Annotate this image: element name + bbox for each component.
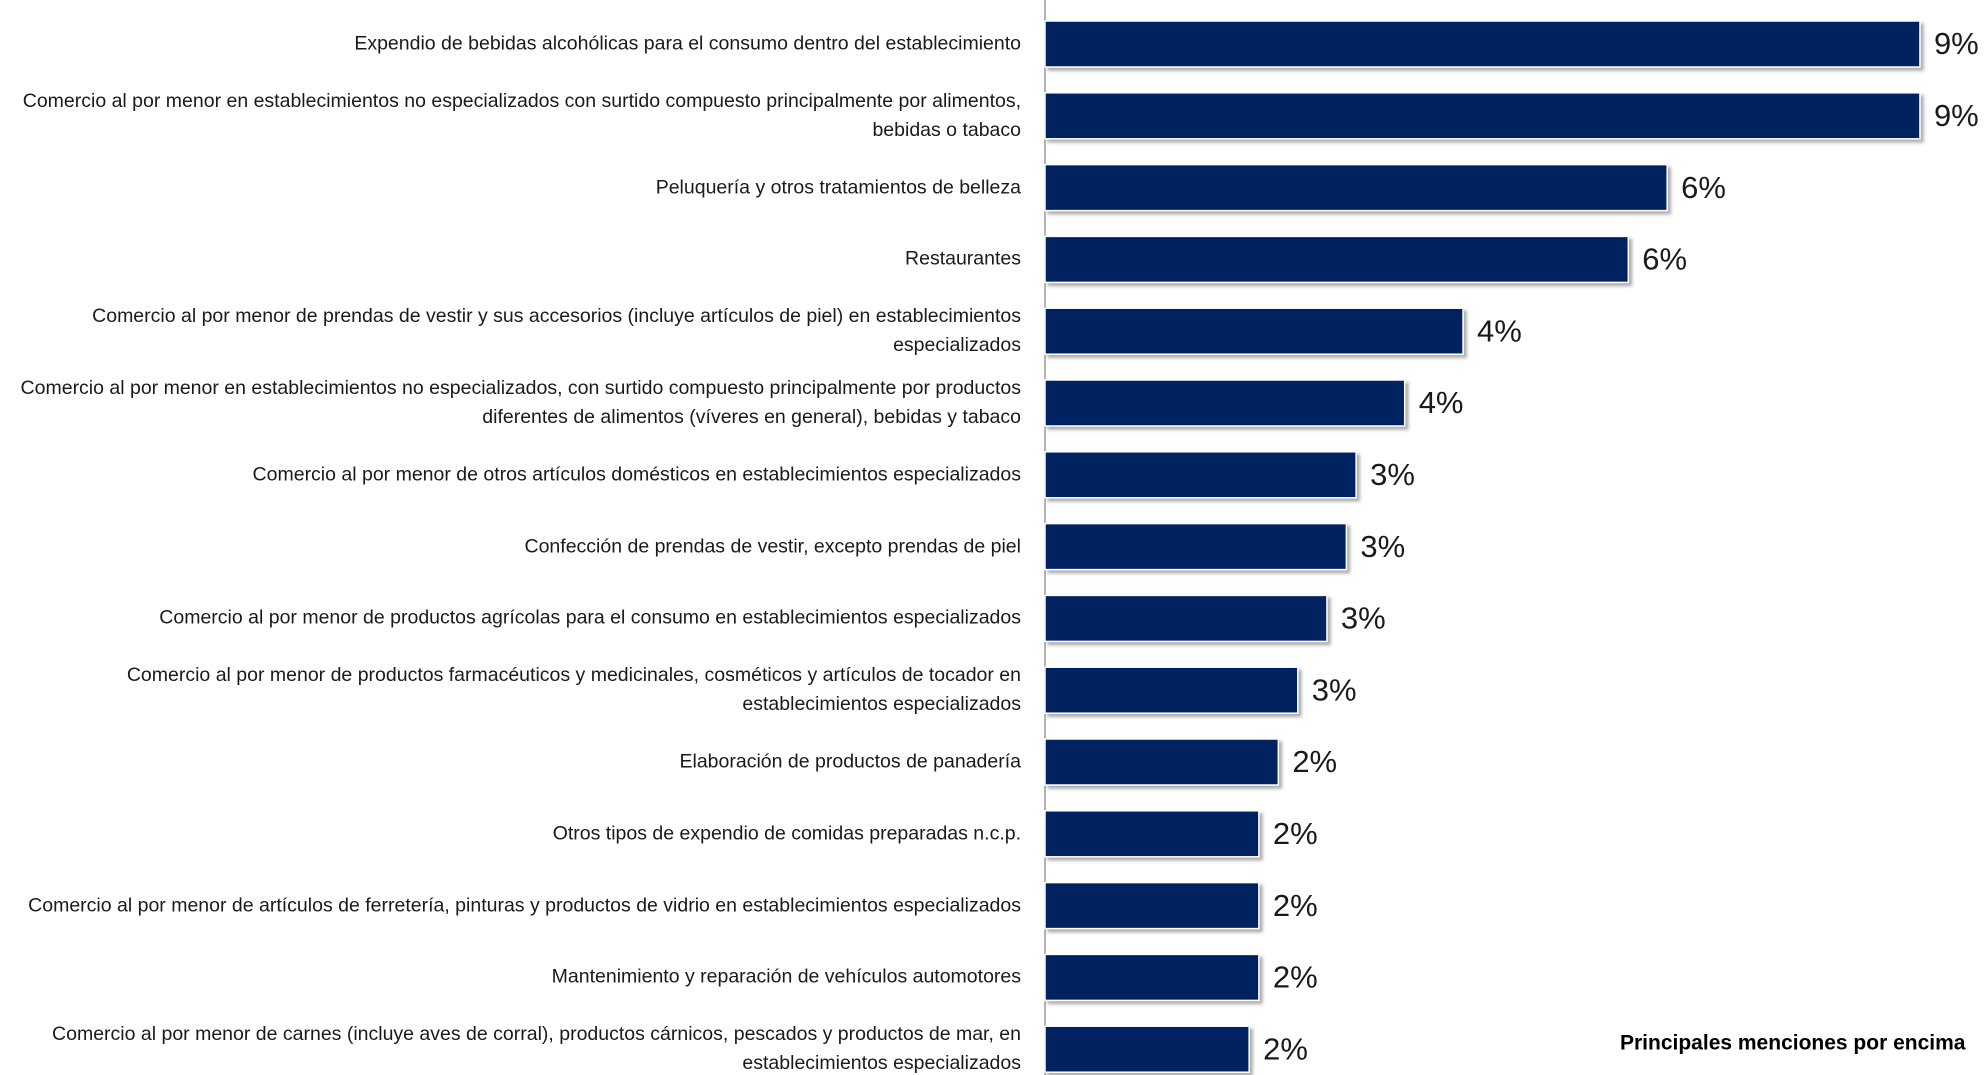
- bar: [1044, 810, 1260, 858]
- value-label: 9%: [1934, 26, 1979, 61]
- value-label: 9%: [1934, 98, 1979, 133]
- value-label: 2%: [1292, 744, 1337, 779]
- value-label: 4%: [1419, 385, 1464, 420]
- value-label: 3%: [1360, 529, 1405, 564]
- bar: [1044, 92, 1921, 140]
- category-label: Peluquería y otros tratamientos de belle…: [655, 176, 1021, 199]
- category-label: Comercio al por menor de prendas de vest…: [92, 305, 1021, 357]
- value-label: 2%: [1273, 960, 1318, 995]
- annotation: Principales menciones por encima: [1620, 1032, 1966, 1055]
- category-label: Comercio al por menor en establecimiento…: [20, 377, 1021, 428]
- value-label: 3%: [1341, 601, 1386, 636]
- bar: [1044, 953, 1260, 1002]
- value-label: 6%: [1681, 170, 1726, 205]
- category-label: Elaboración de productos de panadería: [679, 750, 1022, 773]
- category-label: Comercio al por menor de artículos de fe…: [28, 894, 1021, 917]
- value-label: 2%: [1273, 888, 1318, 923]
- bar: [1044, 881, 1260, 930]
- category-label: Restaurantes: [905, 247, 1021, 270]
- value-label: 3%: [1370, 457, 1415, 492]
- bar: [1044, 307, 1464, 355]
- bar: [1044, 594, 1328, 643]
- category-label: Confección de prendas de vestir, excepto…: [524, 535, 1022, 558]
- bar: [1044, 235, 1630, 284]
- value-label: 6%: [1642, 242, 1687, 277]
- category-label: Expendio de bebidas alcohólicas para el …: [354, 32, 1021, 55]
- bar: [1044, 522, 1348, 571]
- bar: [1044, 20, 1921, 68]
- category-label: Comercio al por menor de productos farma…: [126, 664, 1021, 716]
- value-label: 2%: [1273, 816, 1318, 851]
- value-label: 3%: [1312, 672, 1357, 707]
- category-label: Comercio al por menor de carnes (incluye…: [52, 1023, 1021, 1075]
- bar: [1044, 666, 1299, 714]
- value-label: 2%: [1263, 1031, 1308, 1066]
- category-label: Otros tipos de expendio de comidas prepa…: [552, 822, 1021, 845]
- bar: [1044, 738, 1280, 786]
- bar: [1044, 379, 1406, 427]
- category-label: Mantenimiento y reparación de vehículos …: [551, 965, 1021, 988]
- bar: [1044, 451, 1357, 499]
- category-label: Comercio al por menor en establecimiento…: [22, 89, 1021, 141]
- bar: [1044, 163, 1668, 212]
- category-label: Comercio al por menor de otros artículos…: [252, 463, 1021, 486]
- value-label: 4%: [1477, 313, 1522, 348]
- bar: [1044, 1025, 1250, 1073]
- category-label: Comercio al por menor de productos agríc…: [159, 606, 1021, 629]
